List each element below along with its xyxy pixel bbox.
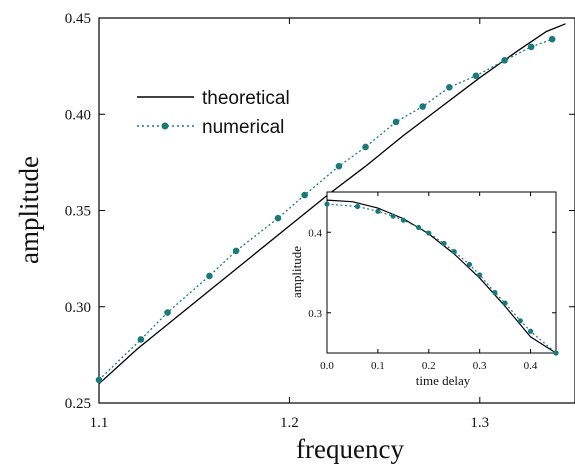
- inset-numerical-point: [517, 318, 523, 324]
- inset-x-tick-label: 0.3: [473, 360, 487, 372]
- main-theoretical-line: [98, 23, 566, 385]
- main-numerical-point: [95, 376, 103, 384]
- main-x-tick-label: 1.3: [470, 415, 489, 431]
- inset-numerical-point: [375, 208, 381, 214]
- inset-x-tick-label: 0.2: [422, 360, 436, 372]
- inset-numerical-point: [441, 240, 447, 247]
- inset-numerical-point: [324, 201, 330, 207]
- inset-series-group: [324, 199, 559, 356]
- main-y-tick-label: 0.40: [65, 107, 91, 123]
- main-numerical-line: [98, 38, 553, 381]
- main-series-group: [95, 23, 566, 385]
- main-numerical-point: [446, 84, 453, 91]
- inset-chart: 0.0 0.1 0.2 0.3 0.4 0.3 0.4 time delay amplitu…: [289, 191, 559, 388]
- main-x-tick-label: 1.1: [90, 415, 109, 431]
- inset-numerical-point: [502, 300, 508, 306]
- main-numerical-point: [137, 336, 145, 343]
- main-x-axis-title: frequency: [296, 434, 404, 464]
- inset-numerical-line: [326, 203, 557, 354]
- main-numerical-point: [164, 309, 171, 316]
- inset-numerical-point: [451, 248, 457, 255]
- main-y-tick-label: 0.35: [65, 204, 91, 220]
- main-numerical-point: [335, 162, 343, 170]
- inset-x-tick-label: 0.4: [524, 360, 538, 372]
- inset-x-tick-label: 0.0: [320, 360, 334, 372]
- legend-numerical-label: numerical: [202, 117, 284, 138]
- inset-y-tick-label: 0.4: [308, 227, 322, 239]
- legend-numerical-marker: [161, 122, 169, 130]
- main-y-axis-title: amplitude: [14, 156, 44, 264]
- inset-numerical-point: [400, 217, 406, 223]
- inset-numerical-point: [390, 213, 396, 219]
- main-axis-ticks: 1.1 1.2 1.3 0.25 0.30 0.35 0.40 0.45: [65, 11, 575, 431]
- inset-numerical-point: [416, 224, 422, 231]
- main-numerical-point: [501, 57, 508, 64]
- main-numerical-point: [232, 247, 240, 255]
- inset-numerical-point: [492, 290, 498, 296]
- inset-numerical-point: [527, 328, 534, 334]
- main-numerical-point: [548, 35, 556, 43]
- main-y-tick-label: 0.45: [65, 11, 91, 27]
- legend-theoretical-label: theoretical: [202, 88, 290, 109]
- inset-axis-ticks: 0.0 0.1 0.2 0.3 0.4 0.3 0.4: [308, 192, 556, 372]
- inset-numerical-point: [553, 350, 559, 356]
- main-numerical-point: [301, 191, 308, 199]
- inset-numerical-point: [466, 261, 473, 268]
- main-y-tick-label: 0.30: [65, 300, 91, 316]
- main-y-tick-label: 0.25: [65, 396, 91, 412]
- inset-plot-frame: [326, 191, 557, 354]
- legend: theoretical numerical: [137, 88, 290, 138]
- inset-numerical-point: [477, 272, 483, 278]
- inset-x-axis-title: time delay: [416, 373, 471, 388]
- inset-y-tick-label: 0.3: [308, 308, 322, 320]
- main-numerical-point: [362, 143, 369, 151]
- inset-y-axis-title: amplitude: [289, 246, 304, 298]
- main-numerical-point: [206, 272, 213, 280]
- main-numerical-point: [419, 103, 426, 110]
- inset-x-tick-label: 0.1: [371, 360, 385, 372]
- main-numerical-point: [392, 118, 400, 126]
- main-numerical-point: [527, 43, 535, 51]
- main-x-tick-label: 1.2: [280, 415, 299, 431]
- main-numerical-point: [274, 214, 282, 222]
- inset-numerical-point: [354, 203, 361, 210]
- main-numerical-point: [472, 72, 480, 80]
- inset-numerical-point: [426, 230, 432, 236]
